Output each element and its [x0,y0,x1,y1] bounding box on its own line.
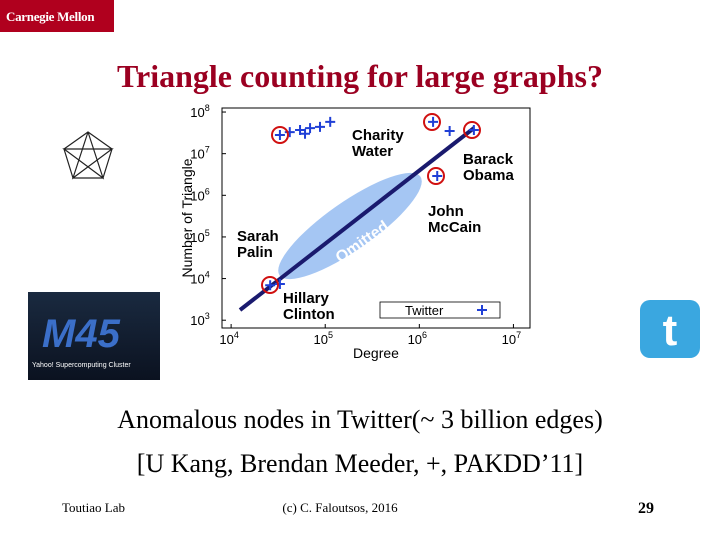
plot: 104 105 106 107103104105106107108DegreeNumb… [179,103,531,361]
tick-base: 10 [408,332,422,347]
tick-power: 5 [328,330,333,340]
pentagon-icon [62,131,114,180]
annotation: Clinton [283,306,335,323]
data-point [432,171,443,182]
legend-box [379,301,501,319]
x-tick-label: 106 [408,330,427,347]
y-tick-label: 104 [190,270,209,287]
legend-label: Twitter [405,303,444,318]
page-number: 29 [638,500,654,517]
tick-power: 4 [234,330,239,340]
svg-text:t: t [663,306,678,355]
y-tick-label: 108 [190,103,209,120]
tick-base: 10 [502,332,516,347]
m45-logo: M45 [42,312,120,356]
highlight-circle [423,113,441,131]
body-text: Anomalous nodes in Twitter(~ 3 billion e… [0,398,720,486]
tick-power: 3 [205,311,210,321]
data-point [325,116,336,127]
m45-caption: Yahoo! Supercomputing Cluster [32,362,131,369]
tick-power: 6 [205,186,210,196]
highlight-circle [427,167,445,185]
tick-base: 10 [190,313,204,328]
annotation: John [428,203,464,220]
tick-base: 10 [190,105,204,120]
data-point [305,123,316,134]
m45-image: M45 Yahoo! Supercomputing Cluster [28,292,160,380]
y-tick-label: 106 [190,186,209,203]
y-axis-label: Number of Triangle [179,158,195,277]
tick-power: 8 [205,103,210,113]
legend-marker [477,305,487,315]
logo-box: Carnegie Mellon [0,0,114,32]
y-tick-label: 105 [190,228,209,245]
data-point [300,128,311,139]
tick-base: 10 [190,230,204,245]
x-axis-label: Degree [353,345,399,361]
body-line: [U Kang, Brendan Meeder, +, PAKDD’11] [136,449,584,478]
tick-power: 6 [422,330,427,340]
annotation: Hillary [283,290,330,307]
tick-power: 4 [205,270,210,280]
twitter-icon: t [640,300,700,358]
x-tick-label: 105 [313,330,332,347]
tick-power: 5 [205,228,210,238]
highlight-circle [463,121,481,139]
tick-base: 10 [190,272,204,287]
annotation: Sarah [237,228,279,245]
x-tick-label: 104 [219,330,238,347]
data-point [314,121,325,132]
x-tick-label: 107 [502,330,521,347]
y-tick-label: 103 [190,311,209,328]
highlight-circle [271,126,289,144]
tick-base: 10 [190,147,204,162]
annotation: Water [352,143,393,160]
tick-base: 10 [313,332,327,347]
annotation: Palin [237,244,273,261]
data-point [444,126,455,137]
slide-title: Triangle counting for large graphs? [117,58,603,94]
body-line: Anomalous nodes in Twitter(~ 3 billion e… [117,405,603,434]
data-point [428,116,439,127]
tick-base: 10 [219,332,233,347]
annotation: Obama [463,167,515,184]
footer-left: Toutiao Lab [62,500,125,515]
data-point [274,130,285,141]
footer-center: (c) C. Faloutsos, 2016 [282,500,398,515]
annotation: McCain [428,219,481,236]
data-point [468,125,479,136]
logo-text: Carnegie Mellon [6,9,95,24]
data-point [274,279,285,290]
data-point [265,280,276,291]
highlight-circle [261,276,279,294]
tick-power: 7 [516,330,521,340]
tick-power: 7 [205,145,210,155]
y-tick-label: 107 [190,145,209,162]
annotation: Barack [463,151,514,168]
annotation: Charity [352,127,404,144]
tick-base: 10 [190,188,204,203]
